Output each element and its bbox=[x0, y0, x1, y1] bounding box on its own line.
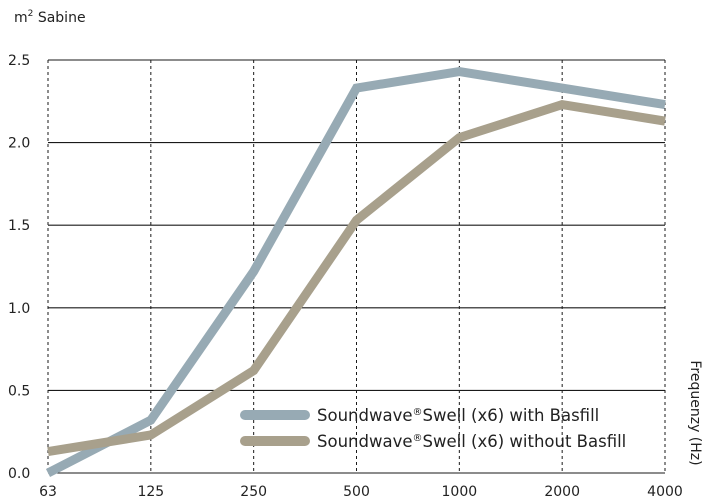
y-tick-label: 0.5 bbox=[8, 383, 30, 399]
grid bbox=[47, 59, 666, 474]
x-tick-label: 500 bbox=[343, 484, 370, 500]
series-line-1 bbox=[45, 67, 666, 478]
y-tick-label: 2.0 bbox=[8, 136, 30, 152]
x-tick-label: 250 bbox=[240, 484, 267, 500]
y-tick-label: 2.5 bbox=[8, 53, 30, 69]
y-tick-label: 1.0 bbox=[8, 301, 30, 317]
x-tick-label: 4000 bbox=[647, 484, 683, 500]
y-tick-label: 1.5 bbox=[8, 218, 30, 234]
x-tick-label: 2000 bbox=[544, 484, 580, 500]
legend-label: Soundwave®Swell (x6) without Basfill bbox=[317, 432, 626, 451]
tick-labels: 0.0 0.5 1.0 1.5 2.0 2.5 63 125 250 500 1000 2000 400… bbox=[8, 53, 683, 500]
x-tick-label: 1000 bbox=[442, 484, 478, 500]
y-axis-label: m2 Sabine bbox=[14, 9, 86, 26]
x-tick-label: 63 bbox=[39, 484, 57, 500]
legend: Soundwave®Swell (x6) with Basfill Soundwa… bbox=[240, 406, 626, 451]
x-tick-label: 125 bbox=[137, 484, 164, 500]
series-lines bbox=[45, 67, 666, 478]
y-tick-label: 0.0 bbox=[8, 466, 30, 482]
series-line-2 bbox=[47, 99, 666, 456]
legend-label: Soundwave®Swell (x6) with Basfill bbox=[317, 406, 599, 425]
x-axis-label: Frequenzy (Hz) bbox=[687, 360, 703, 465]
